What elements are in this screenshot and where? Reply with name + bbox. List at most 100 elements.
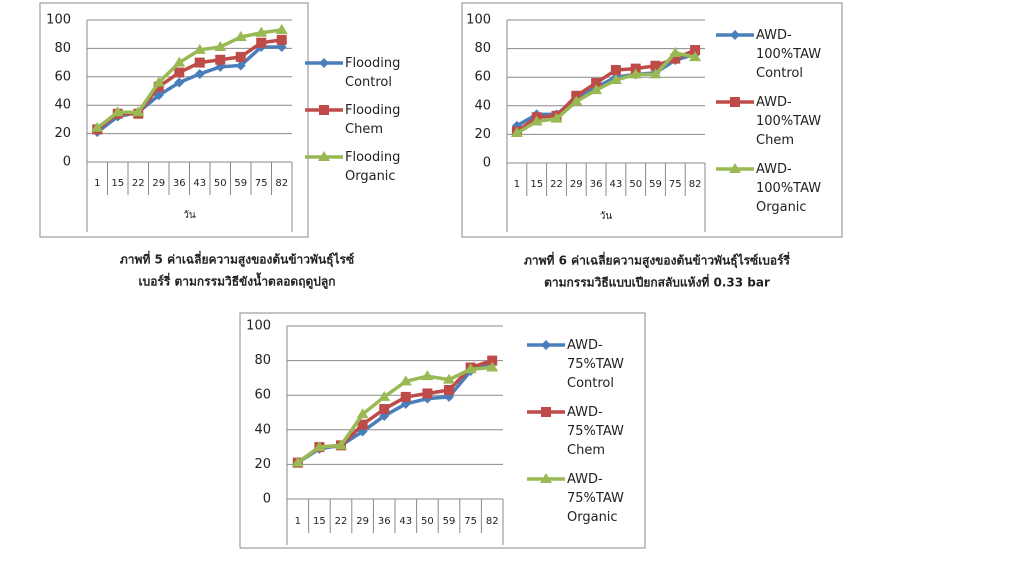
- y-tick-label: 80: [54, 41, 71, 56]
- x-tick-label: 36: [378, 516, 391, 527]
- x-tick-label: 1: [94, 178, 100, 189]
- x-tick-label: 29: [152, 178, 165, 189]
- y-tick-label: 100: [246, 319, 271, 334]
- chart-frame: [239, 312, 646, 549]
- marker: [276, 34, 287, 45]
- marker: [318, 151, 330, 161]
- marker: [152, 76, 165, 87]
- y-tick-label: 0: [263, 492, 271, 507]
- x-tick-label: 82: [275, 178, 288, 189]
- marker: [174, 67, 185, 78]
- chart: 0 20 40 60 80 100 1 15 22 29 36 43 50 59 75 82 วัน Floodi…: [39, 2, 400, 238]
- marker: [275, 23, 288, 34]
- marker: [590, 84, 603, 95]
- x-tick-label: 1: [514, 179, 520, 190]
- y-tick-label: 0: [63, 155, 71, 170]
- marker: [629, 68, 642, 79]
- y-tick-label: 60: [54, 69, 71, 84]
- marker: [510, 126, 523, 137]
- x-tick-label: 50: [214, 178, 227, 189]
- x-tick-label: 75: [464, 516, 477, 527]
- x-tick-label: 50: [421, 516, 434, 527]
- marker: [400, 391, 411, 402]
- y-tick-label: 0: [483, 156, 491, 171]
- marker: [670, 53, 681, 64]
- legend-label: AWD-75%TAW Chem: [567, 405, 624, 458]
- legend-label: AWD-75%TAW Organic: [567, 472, 624, 525]
- marker: [234, 31, 247, 42]
- x-tick-label: 22: [132, 178, 145, 189]
- x-tick-label: 59: [443, 516, 456, 527]
- legend-label: Flooding Control: [345, 56, 400, 90]
- marker: [444, 385, 454, 396]
- marker: [399, 375, 412, 386]
- x-tick-label: 36: [173, 178, 186, 189]
- marker: [610, 65, 621, 76]
- legend-label: AWD-100%TAW Control: [756, 28, 821, 81]
- marker: [291, 456, 304, 467]
- legend-label: AWD-100%TAW Chem: [756, 95, 821, 148]
- marker: [540, 473, 552, 483]
- marker: [487, 355, 498, 366]
- marker: [421, 370, 434, 381]
- marker: [730, 97, 740, 107]
- marker: [443, 373, 455, 384]
- x-tick-label: 22: [550, 179, 563, 190]
- marker: [214, 40, 227, 51]
- legend-label: AWD-100%TAW Organic: [756, 162, 821, 215]
- x-tick-label: 15: [313, 516, 326, 527]
- marker: [215, 54, 226, 65]
- marker: [730, 30, 740, 40]
- marker: [379, 404, 390, 415]
- marker: [335, 439, 347, 450]
- y-tick-label: 100: [46, 13, 71, 28]
- marker: [609, 74, 622, 85]
- caption: เบอร์รี่ ตามกรรมวิธีขังน้ำตลอดฤดูปลูก: [138, 272, 335, 290]
- marker: [378, 390, 391, 401]
- y-tick-label: 20: [54, 126, 71, 141]
- marker: [153, 81, 164, 92]
- marker: [464, 363, 477, 374]
- marker: [570, 95, 583, 106]
- x-tick-label: 36: [590, 179, 603, 190]
- chart-frame: [39, 2, 309, 238]
- marker: [235, 60, 246, 71]
- y-tick-label: 100: [466, 13, 491, 28]
- y-tick-label: 40: [474, 98, 491, 113]
- marker: [313, 441, 326, 452]
- marker: [649, 68, 662, 79]
- marker: [356, 408, 369, 419]
- marker: [729, 163, 741, 173]
- y-tick-label: 40: [254, 422, 271, 437]
- marker: [194, 68, 205, 79]
- marker: [173, 56, 186, 67]
- series-line: [516, 51, 696, 135]
- x-tick-label: 22: [335, 516, 348, 527]
- legend-label: Flooding Organic: [345, 150, 400, 184]
- chart: 0 20 40 60 80 100 1 15 22 29 36 43 50 59 75 82 วัน AWD-10…: [461, 2, 843, 238]
- marker: [530, 115, 543, 126]
- marker: [690, 45, 701, 56]
- marker: [541, 340, 551, 350]
- x-tick-label: 1: [295, 516, 301, 527]
- marker: [689, 51, 702, 62]
- y-tick-label: 20: [254, 457, 271, 472]
- legend-label: AWD-75%TAW Control: [567, 338, 624, 391]
- marker: [541, 407, 551, 417]
- caption: ตามกรรมวิธีแบบเปียกสลับแห้งที่ 0.33 bar: [544, 274, 770, 290]
- marker: [669, 46, 682, 57]
- x-axis-label: วัน: [600, 211, 613, 222]
- caption: ภาพที่ 5 ค่าเฉลี่ยความสูงของต้นข้าวพันธุ…: [120, 251, 354, 268]
- marker: [132, 106, 145, 117]
- marker: [357, 419, 368, 430]
- x-axis-label: วัน: [183, 210, 196, 221]
- x-tick-label: 75: [669, 179, 682, 190]
- marker: [174, 77, 185, 88]
- marker: [255, 26, 268, 37]
- series-line: [296, 365, 493, 465]
- x-tick-label: 43: [193, 178, 206, 189]
- x-tick-label: 43: [399, 516, 412, 527]
- x-tick-label: 15: [530, 179, 543, 190]
- marker: [111, 106, 124, 117]
- marker: [235, 51, 246, 62]
